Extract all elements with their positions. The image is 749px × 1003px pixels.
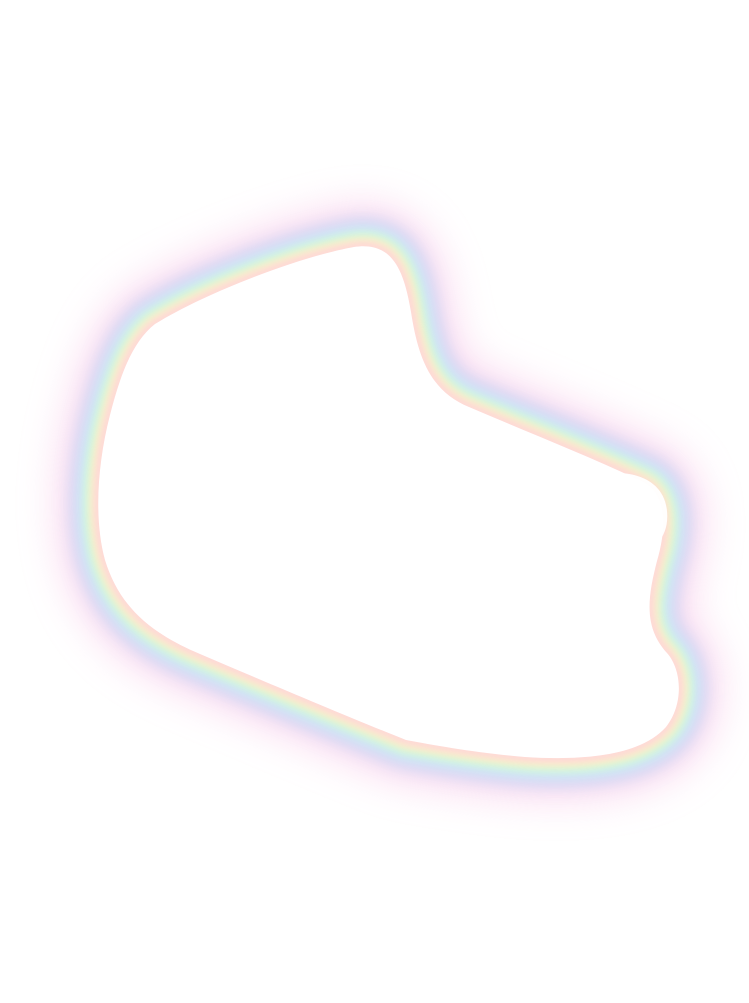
right-notch-fill xyxy=(605,473,668,552)
